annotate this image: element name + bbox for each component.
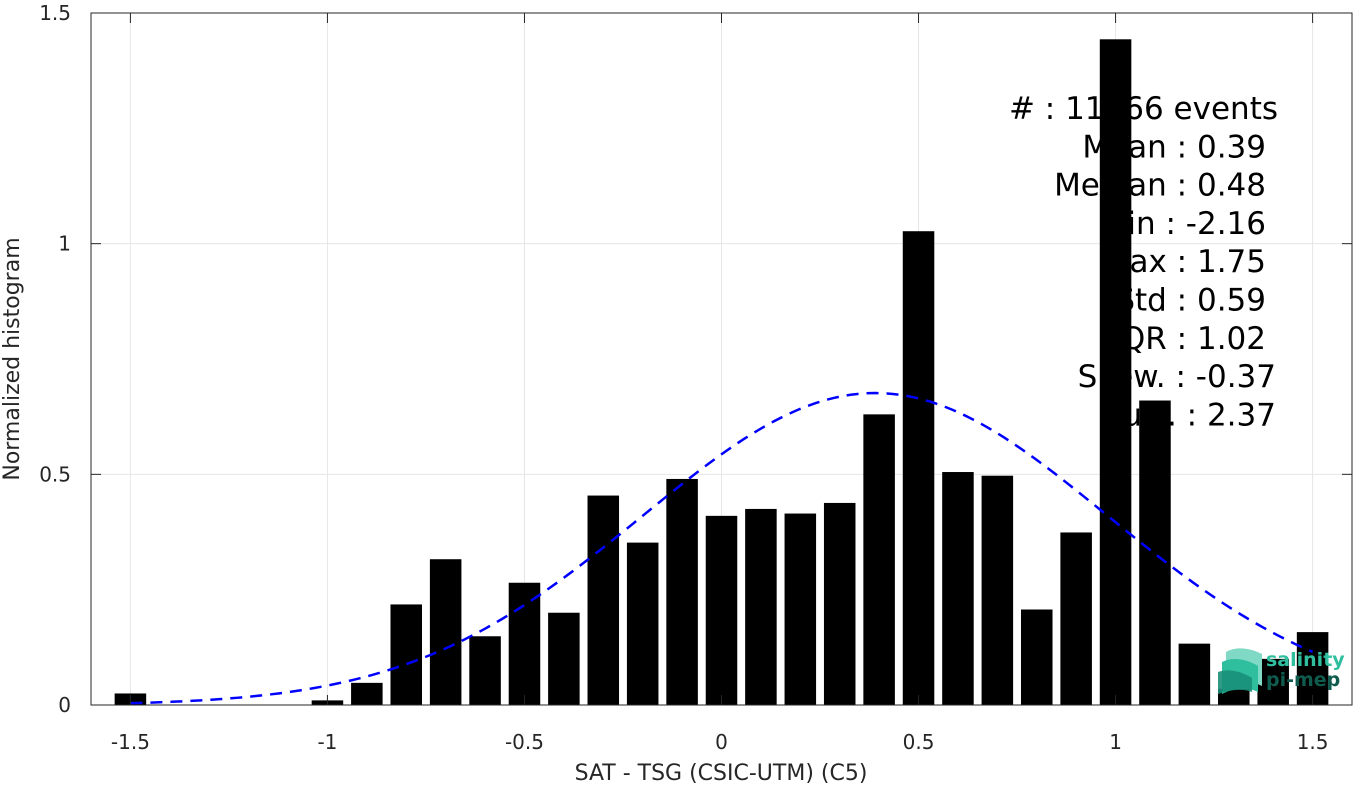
y-tick-label: 1 — [58, 232, 71, 256]
logo-wave-icon — [1218, 648, 1262, 694]
x-tick-label: 1 — [1109, 730, 1122, 754]
histogram-bar — [902, 231, 935, 705]
histogram-bar — [942, 472, 974, 705]
stat-line: Mean : 0.39 — [1082, 129, 1266, 165]
histogram-bar — [1257, 658, 1289, 705]
histogram-bar — [1218, 688, 1250, 705]
histogram-bar — [1020, 609, 1053, 705]
x-tick-label: -1 — [317, 730, 337, 754]
histogram-bar — [1060, 532, 1092, 705]
histogram-bar — [863, 414, 895, 705]
histogram-bar — [1296, 632, 1329, 705]
salinity-pi-mep-logo: salinity pi-mep — [1218, 648, 1345, 694]
y-tick-label: 1.5 — [39, 1, 71, 25]
x-axis-label: SAT - TSG (CSIC-UTM) (C5) — [575, 761, 868, 785]
stat-line: Skew. : -0.37 — [1078, 359, 1276, 395]
bars — [114, 39, 1329, 705]
x-tick-label: 0.5 — [903, 730, 935, 754]
stat-line: Min : -2.16 — [1101, 206, 1266, 242]
histogram-bar — [626, 542, 659, 705]
x-tick-label: -0.5 — [505, 730, 544, 754]
x-tick-label: 0 — [715, 730, 728, 754]
histogram-bar — [1139, 400, 1171, 705]
histogram-bar — [390, 604, 423, 705]
y-axis-label: Normalized histogram — [0, 237, 25, 480]
histogram-bar — [1178, 643, 1211, 705]
histogram-bar — [784, 513, 817, 705]
x-tick-label: -1.5 — [111, 730, 150, 754]
histogram-bar — [351, 682, 383, 705]
histogram-bar — [823, 502, 856, 705]
histogram-bar — [981, 475, 1014, 705]
stat-line: IQR : 1.02 — [1112, 321, 1266, 357]
histogram-bar — [469, 636, 501, 705]
stat-line: Median : 0.48 — [1054, 168, 1266, 204]
stat-line: # : 11166 events — [1009, 91, 1278, 127]
histogram-bar — [587, 495, 620, 705]
histogram-bar — [705, 515, 738, 705]
stat-line: Kurt. : 2.37 — [1104, 397, 1276, 433]
axes — [90, 12, 1353, 706]
histogram-bar — [508, 582, 541, 705]
y-tick-label: 0 — [58, 693, 71, 717]
normal-fit-curve — [130, 391, 1314, 705]
histogram-bar — [1099, 39, 1132, 705]
tick-labels: -1.5 -1 -0.5 0 0.5 1 1.5 0 0.5 1 1.5 — [39, 1, 1328, 754]
logo-text-salinity: salinity — [1266, 649, 1345, 671]
histogram-bar — [745, 508, 777, 705]
x-tick-label: 1.5 — [1297, 730, 1329, 754]
logo-text-pi-mep: pi-mep — [1266, 669, 1340, 691]
histogram-bar — [429, 559, 462, 705]
y-tick-label: 0.5 — [39, 462, 71, 486]
histogram-bar — [666, 478, 698, 705]
stat-line: Std : 0.59 — [1115, 283, 1266, 319]
stat-line: Max : 1.75 — [1103, 244, 1266, 280]
histogram-bar — [548, 612, 580, 705]
